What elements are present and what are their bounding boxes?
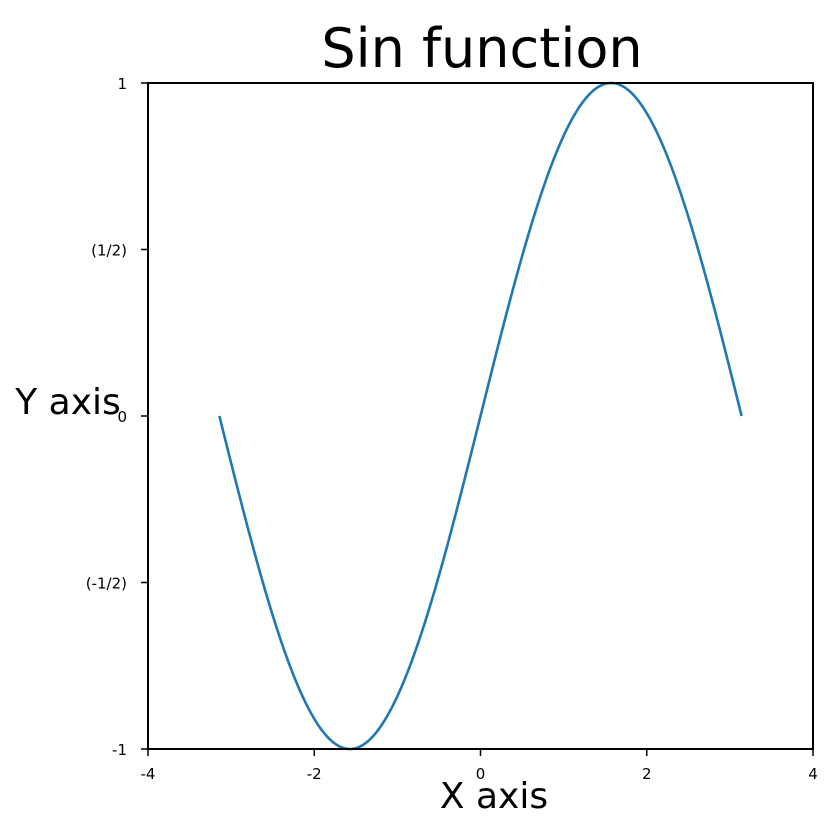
x-tick-label: -4 <box>141 765 156 783</box>
plot-area: -4 -2 0 2 4 -1 (-1/2) 0 (1/2) 1 <box>86 75 818 783</box>
x-tick-label: 4 <box>808 765 818 783</box>
x-tick-label: -2 <box>307 765 322 783</box>
y-tick-label: 1 <box>117 75 127 93</box>
x-axis-label: X axis <box>440 776 548 817</box>
y-tick-label: (-1/2) <box>86 575 127 593</box>
y-tick-label: (1/2) <box>91 242 127 260</box>
x-tick-label: 2 <box>642 765 652 783</box>
x-tick-label: 0 <box>476 765 486 783</box>
series-line-0 <box>218 81 743 751</box>
y-axis-label: Y axis <box>14 382 121 423</box>
chart-title: Sin function <box>321 17 642 80</box>
y-tick-label: 0 <box>117 408 127 426</box>
y-tick-label: -1 <box>112 741 127 759</box>
